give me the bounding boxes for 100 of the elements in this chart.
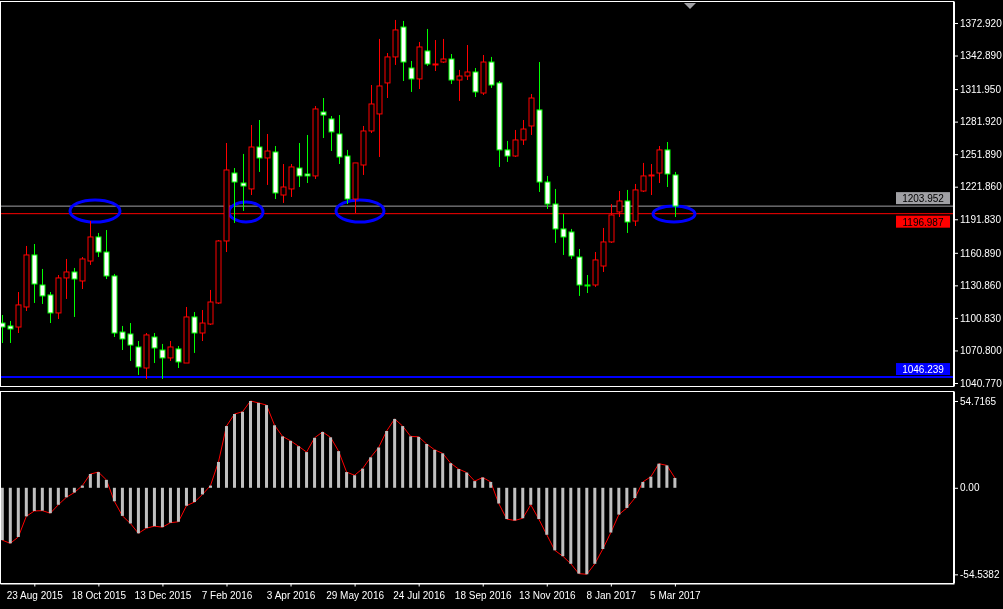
bar — [481, 477, 485, 488]
bar — [377, 447, 381, 488]
x-tick-label: 18 Sep 2016 — [454, 589, 513, 601]
candlestick — [151, 332, 158, 364]
bar — [361, 468, 365, 488]
ref-line-label: 1196.987 — [902, 216, 944, 228]
bar — [353, 475, 357, 488]
x-tick-label: 23 Aug 2015 — [6, 589, 64, 601]
bar — [192, 487, 196, 503]
bar — [168, 487, 172, 523]
bar — [561, 487, 565, 557]
y-tick-label: 1040.770 — [960, 377, 1003, 389]
y-tick-label: 1191.830 — [960, 213, 1002, 225]
bar — [577, 487, 581, 574]
bar — [593, 487, 597, 564]
candlestick — [320, 97, 327, 139]
bar — [321, 431, 325, 488]
bar — [433, 449, 437, 488]
x-tick-label: 13 Nov 2016 — [518, 589, 577, 601]
bar — [184, 487, 188, 506]
bar — [120, 487, 124, 516]
bar — [40, 487, 44, 511]
bar — [152, 487, 156, 527]
y-tick-label: 1342.890 — [960, 50, 1003, 62]
bar — [241, 411, 244, 488]
bar — [553, 487, 557, 551]
bar — [96, 472, 100, 488]
line-series — [1, 400, 676, 575]
y-tick-label: 1070.800 — [960, 345, 1003, 357]
x-tick-label: 13 Dec 2015 — [134, 589, 192, 601]
candlestick — [71, 267, 78, 318]
candlestick — [135, 340, 142, 376]
x-tick-label: 24 Jul 2016 — [393, 589, 446, 601]
y-tick-label: 1251.890 — [960, 148, 1003, 160]
bar — [497, 487, 501, 504]
bar — [273, 425, 277, 488]
bar — [441, 453, 445, 488]
bar — [56, 487, 60, 505]
bar — [281, 436, 285, 488]
bar — [457, 469, 461, 488]
bar — [673, 477, 677, 488]
candlestick — [231, 167, 238, 224]
ref-line-label: 1203.952 — [902, 193, 945, 205]
x-tick-label: 18 Oct 2015 — [71, 589, 127, 601]
bar — [521, 487, 525, 519]
bar — [617, 487, 621, 515]
candlestick — [256, 119, 263, 173]
bar — [0, 487, 4, 541]
candlestick — [191, 311, 198, 354]
bar — [649, 476, 653, 488]
bar — [32, 487, 36, 511]
bar — [369, 457, 373, 488]
bar — [104, 479, 108, 488]
bar — [569, 487, 573, 564]
y-tick-label: -54.5382 — [960, 569, 1000, 581]
candlestick — [440, 38, 447, 64]
bar — [112, 487, 116, 502]
bar — [64, 487, 68, 498]
ref-line-label: 1046.239 — [902, 364, 945, 376]
bar — [8, 487, 12, 544]
bar — [176, 487, 180, 522]
bar — [641, 481, 645, 488]
bar — [393, 418, 397, 488]
bar — [585, 487, 589, 575]
bar — [529, 487, 533, 505]
bar — [417, 436, 421, 488]
bar — [513, 487, 517, 521]
bar — [144, 487, 148, 529]
bar — [425, 444, 429, 488]
bar — [305, 452, 309, 488]
bar — [345, 472, 349, 488]
bar — [473, 481, 477, 488]
y-tick-label: 1100.830 — [960, 312, 1002, 324]
bar — [128, 487, 132, 524]
candlestick — [656, 145, 663, 184]
bar — [313, 437, 317, 488]
bar — [505, 487, 509, 520]
y-tick-label: 54.7165 — [960, 395, 997, 407]
candlestick — [240, 153, 247, 212]
bar — [537, 487, 541, 520]
x-tick-label: 3 Apr 2016 — [266, 589, 316, 601]
bar — [609, 487, 613, 533]
candlestick — [408, 60, 415, 93]
y-tick-label: 1160.890 — [960, 247, 1002, 259]
bar — [337, 451, 341, 488]
bar — [329, 437, 333, 488]
y-tick-label: 1221.860 — [960, 181, 1003, 193]
bar — [449, 463, 453, 488]
y-tick-label: 1281.920 — [960, 116, 1003, 128]
y-tick-label: 0.00 — [960, 482, 980, 494]
bar — [24, 487, 28, 517]
bar — [200, 487, 204, 495]
x-tick-label: 7 Feb 2016 — [201, 589, 253, 601]
bar — [401, 426, 405, 488]
candlestick — [432, 39, 439, 72]
bar — [489, 481, 493, 488]
bar — [265, 405, 269, 488]
bar — [216, 461, 220, 488]
y-tick-label: 1311.950 — [960, 83, 1002, 95]
candlestick — [472, 67, 479, 98]
